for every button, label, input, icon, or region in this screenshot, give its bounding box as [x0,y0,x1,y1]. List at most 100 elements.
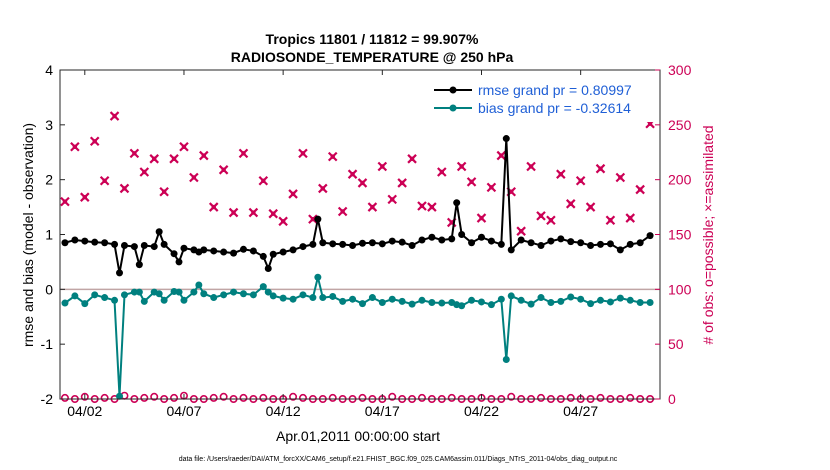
assimilated-obs-marker [367,202,378,212]
bias-point [91,291,99,299]
bias-point [180,296,188,304]
rmse-point [438,236,446,244]
bias-point [477,298,485,306]
rmse-point [388,237,396,245]
bias-point [438,299,446,307]
assimilated-obs-marker [387,194,398,205]
assimilated-obs-center [518,229,524,234]
assimilated-obs-center [548,218,554,223]
x-tick-label: 04/12 [266,403,301,419]
x-tick-label: 04/22 [464,403,499,419]
assimilated-obs-center [62,199,68,204]
bias-point [135,288,143,296]
assimilated-obs-center [598,166,603,171]
rmse-point [626,240,634,248]
rmse-point [418,236,426,244]
bias-point [249,291,257,299]
y-left-tick-label: -1 [41,336,54,352]
assimilated-obs-marker [80,192,90,202]
bias-point [368,294,376,302]
assimilated-obs-center [72,144,78,149]
rmse-point [487,237,495,245]
bias-point [567,293,575,301]
assimilated-obs-marker [337,206,348,217]
assimilated-obs-marker [278,216,288,227]
assimilated-obs-center [618,175,623,180]
possible-obs-marker [150,392,159,401]
rmse-point [358,239,366,247]
bias-point [587,300,595,308]
assimilated-obs-marker [476,213,487,223]
assimilated-obs-marker [625,213,636,223]
bias-point [140,297,148,305]
assimilated-obs-marker [546,215,556,226]
rmse-point [130,243,138,251]
assimilated-obs-center [588,204,593,210]
assimilated-obs-marker [139,167,150,177]
assimilated-obs-center [161,189,167,194]
rmse-point [378,240,386,248]
assimilated-obs-marker [615,172,626,183]
assimilated-obs-center [528,164,534,169]
assimilated-obs-marker [377,161,388,172]
rmse-point [264,264,272,272]
bias-point [418,296,426,304]
assimilated-obs-center [82,195,87,200]
plot-area [60,111,660,403]
bias-point [319,294,327,302]
bias-point [309,294,317,302]
possible-obs-marker [219,392,228,401]
rmse-point [577,239,585,247]
bias-point [507,292,515,300]
rmse-point [408,241,416,249]
assimilated-obs-marker [466,177,477,187]
assimilated-obs-center [171,156,177,162]
axes: 04/02 04/07 04/12 04/17 04/22 04/27 -2 -1 0 1 2 3 4 0… [41,62,692,419]
assimilated-obs-marker [199,150,209,161]
rmse-point [220,248,228,256]
possible-obs-marker [626,393,635,402]
assimilated-obs-center [122,186,127,191]
y-right-tick-label: 50 [668,336,684,352]
bias-point [606,298,614,306]
assimilated-obs-center [340,209,345,214]
assimilated-obs-marker [397,178,407,188]
assimilated-obs-marker [417,201,427,211]
rmse-point [398,238,406,246]
possible-obs-marker [447,393,456,402]
assimilated-obs-marker [288,189,298,199]
y-left-tick-label: 1 [45,227,53,243]
assimilated-obs-center [538,213,544,219]
bias-point [468,296,476,304]
assimilated-obs-marker [347,169,358,179]
assimilated-obs-center [181,144,187,149]
assimilated-obs-marker [327,151,338,162]
possible-obs-marker [80,392,89,401]
rmse-point [507,246,515,254]
assimilated-obs-marker [298,148,308,159]
bias-point [527,300,535,308]
assimilated-obs-center [608,218,613,223]
rmse-point [616,246,624,254]
assimilated-obs-marker [585,202,596,212]
assimilated-obs-center [628,215,633,221]
bias-point [329,292,337,300]
possible-obs-marker [596,393,605,402]
assimilated-obs-center [132,151,137,156]
bias-point [388,295,396,303]
bias-point [264,288,272,296]
assimilated-obs-marker [526,161,536,172]
rmse-point [71,236,79,244]
bias-point [111,296,119,304]
assimilated-obs-center [261,178,266,183]
rmse-point [210,247,218,255]
y-left-tick-label: 4 [45,62,53,78]
rmse-point [150,243,158,251]
rmse-point [468,239,476,247]
assimilated-obs-marker [268,208,279,219]
assimilated-obs-center [429,204,435,210]
possible-obs-marker [239,393,248,402]
rmse-point [160,240,168,248]
legend-rmse-marker [449,86,457,94]
rmse-point [81,237,89,245]
